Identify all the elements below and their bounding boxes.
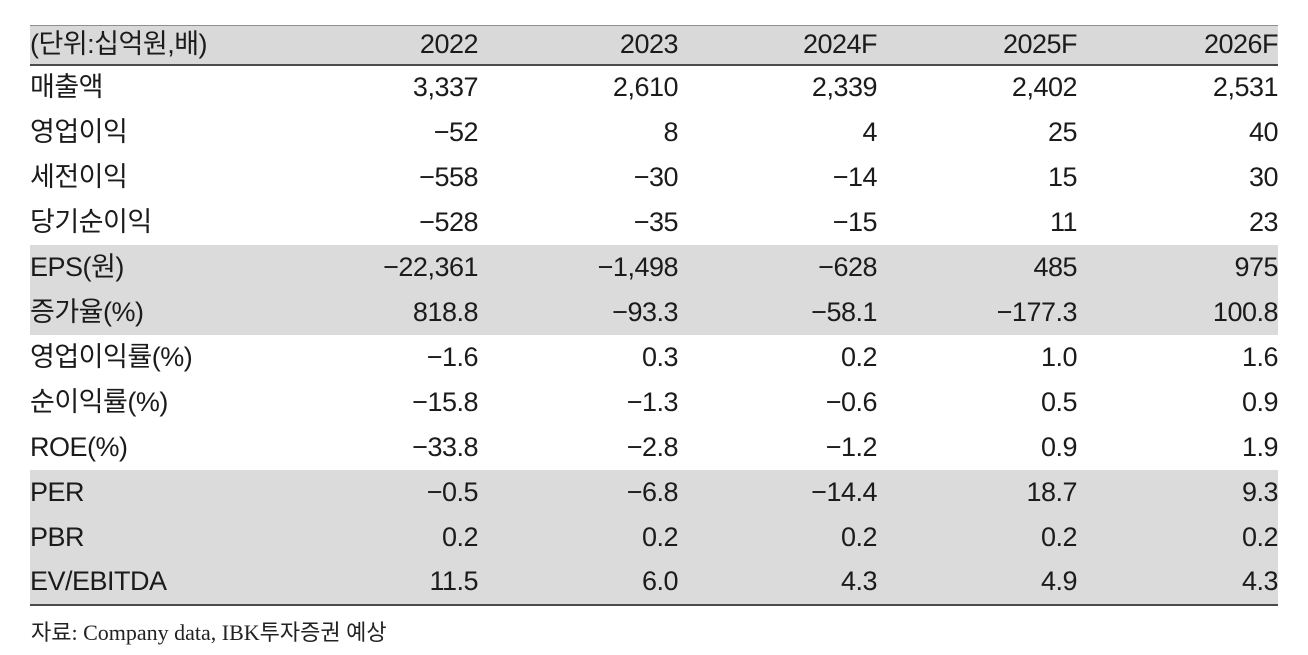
column-header-2026f: 2026F	[1203, 29, 1279, 60]
cell-value: −14.4	[811, 476, 877, 507]
table-header-row: (단위:십억원,배) 2022 2023 2024F 2025F 2026F	[30, 25, 1279, 65]
row-label: ROE(%)	[30, 431, 128, 462]
row-label: EV/EBITDA	[30, 566, 167, 596]
row-label: 매출액	[30, 72, 104, 102]
row-label: PER	[30, 476, 85, 507]
row-label: 당기순이익	[30, 206, 152, 237]
cell-value: 2,402	[1011, 72, 1078, 102]
cell-value: 0.5	[1040, 386, 1078, 417]
cell-value: 0.9	[1241, 386, 1279, 417]
table-row: 영업이익률(%) −1.6 0.3 0.2 1.0 1.6	[30, 334, 1279, 380]
cell-value: −528	[419, 206, 478, 237]
table-row: PER −0.5 −6.8 −14.4 18.7 9.3	[30, 469, 1279, 515]
cell-value: −628	[818, 251, 877, 282]
table-row: 영업이익 −52 8 4 25 40	[30, 109, 1279, 155]
cell-value: 1.9	[1241, 431, 1279, 462]
table-row: ROE(%) −33.8 −2.8 −1.2 0.9 1.9	[30, 424, 1279, 470]
table-body: 매출액 3,337 2,610 2,339 2,402 2,531 영업이익 −52 8 4 25 4…	[30, 64, 1279, 605]
cell-value: 11	[1049, 206, 1078, 237]
cell-value: −30	[633, 161, 679, 192]
table-row: 순이익률(%) −15.8 −1.3 −0.6 0.5 0.9	[30, 379, 1279, 425]
cell-value: 1.6	[1241, 341, 1279, 372]
cell-value: −1.6	[426, 341, 479, 372]
cell-value: 0.2	[840, 521, 878, 552]
row-label: EPS(원)	[30, 251, 124, 282]
table-row: 세전이익 −558 −30 −14 15 30	[30, 154, 1279, 200]
cell-value: −22,361	[383, 251, 478, 282]
cell-value: −93.3	[612, 296, 678, 327]
cell-value: 485	[1033, 251, 1077, 282]
source-note: 자료: Company data, IBK투자증권 예상	[31, 619, 387, 645]
cell-value: 15	[1047, 161, 1078, 192]
table-row: EV/EBITDA 11.5 6.0 4.3 4.9 4.3	[30, 559, 1279, 605]
cell-value: −35	[633, 206, 679, 237]
table-row: 증가율(%) 818.8 −93.3 −58.1 −177.3 100.8	[30, 289, 1279, 335]
cell-value: 975	[1234, 251, 1278, 282]
cell-value: −6.8	[626, 476, 679, 507]
cell-value: 23	[1248, 206, 1279, 237]
cell-value: 0.2	[641, 521, 679, 552]
cell-value: −1,498	[597, 251, 679, 282]
cell-value: −15.8	[412, 386, 478, 417]
cell-value: 18.7	[1026, 476, 1077, 507]
cell-value: 9.3	[1241, 476, 1279, 507]
column-header-2024f: 2024F	[802, 29, 878, 60]
cell-value: 3,337	[412, 72, 479, 102]
cell-value: 1.0	[1040, 341, 1078, 372]
cell-value: −0.5	[426, 476, 479, 507]
row-label: 영업이익	[30, 116, 128, 147]
table-row: PBR 0.2 0.2 0.2 0.2 0.2	[30, 514, 1279, 560]
unit-label: (단위:십억원,배)	[30, 29, 208, 60]
row-label: 증가율(%)	[30, 296, 144, 327]
cell-value: −0.6	[825, 386, 878, 417]
cell-value: 0.3	[641, 341, 679, 372]
cell-value: −2.8	[626, 431, 679, 462]
cell-value: 2,339	[811, 72, 878, 102]
cell-value: −15	[832, 206, 878, 237]
cell-value: −558	[419, 161, 478, 192]
table-row: 당기순이익 −528 −35 −15 11 23	[30, 199, 1279, 245]
cell-value: 0.2	[1241, 521, 1279, 552]
table-row: 매출액 3,337 2,610 2,339 2,402 2,531	[30, 64, 1279, 110]
cell-value: 0.2	[441, 521, 479, 552]
cell-value: 818.8	[412, 296, 479, 327]
cell-value: 25	[1047, 116, 1078, 147]
cell-value: −14	[832, 161, 878, 192]
cell-value: −177.3	[996, 296, 1078, 327]
table-row: EPS(원) −22,361 −1,498 −628 485 975	[30, 244, 1279, 290]
cell-value: −1.2	[825, 431, 878, 462]
column-header-2025f: 2025F	[1002, 29, 1078, 60]
cell-value: 0.9	[1040, 431, 1078, 462]
financial-summary-table: (단위:십억원,배) 2022 2023 2024F 2025F 2026F 매출액 3,3…	[30, 25, 1279, 606]
cell-value: 100.8	[1212, 296, 1279, 327]
cell-value: −52	[433, 116, 479, 147]
cell-value: 2,531	[1212, 72, 1279, 102]
cell-value: 0.2	[1040, 521, 1078, 552]
cell-value: 11.5	[429, 566, 478, 596]
cell-value: 4.9	[1040, 566, 1078, 596]
column-header-2022: 2022	[419, 29, 479, 60]
row-label: 세전이익	[30, 161, 128, 192]
row-label: 순이익률(%)	[30, 386, 168, 417]
cell-value: −58.1	[811, 296, 877, 327]
row-label: PBR	[30, 521, 85, 552]
row-label: 영업이익률(%)	[30, 341, 193, 372]
report-page: (단위:십억원,배) 2022 2023 2024F 2025F 2026F 매출액 3,3…	[0, 25, 1308, 655]
cell-value: 4.3	[840, 566, 878, 596]
cell-value: 4.3	[1241, 566, 1279, 596]
cell-value: 30	[1248, 161, 1279, 192]
cell-value: 0.2	[840, 341, 878, 372]
cell-value: 4	[862, 116, 877, 147]
cell-value: 2,610	[612, 72, 679, 102]
cell-value: −33.8	[412, 431, 478, 462]
cell-value: 6.0	[641, 566, 679, 596]
column-header-2023: 2023	[619, 29, 679, 60]
cell-value: 8	[663, 116, 678, 147]
cell-value: −1.3	[626, 386, 679, 417]
cell-value: 40	[1248, 116, 1279, 147]
